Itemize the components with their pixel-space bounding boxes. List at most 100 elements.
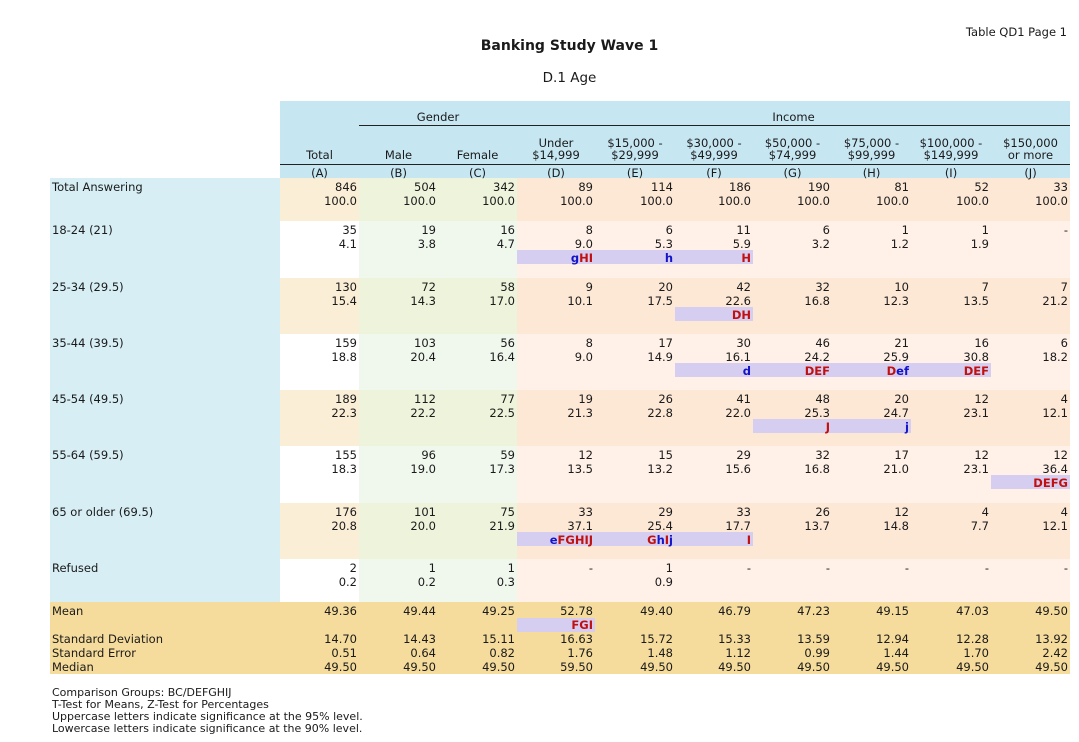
footnote-line: Uppercase letters indicate significance … xyxy=(52,710,363,723)
cell-percent: 21.0 xyxy=(883,462,909,476)
row-band xyxy=(359,278,517,334)
cell-count: 77 xyxy=(500,392,515,406)
stat-value: 1.70 xyxy=(963,646,989,660)
cell-count: 176 xyxy=(335,505,357,519)
significance-highlight xyxy=(991,475,1070,489)
stat-value: 1.76 xyxy=(567,646,593,660)
row-band xyxy=(517,278,1070,334)
row-label: 55-64 (59.5) xyxy=(52,448,124,462)
cell-percent: 15.6 xyxy=(725,462,751,476)
cell-percent: 4.1 xyxy=(338,237,357,251)
cell-count: 17 xyxy=(894,448,909,462)
cell-count: - xyxy=(825,561,830,575)
row-band xyxy=(280,178,359,221)
stat-value: 49.15 xyxy=(876,604,909,618)
cell-percent: 4.7 xyxy=(496,237,515,251)
cell-percent: 21.9 xyxy=(489,519,515,533)
cell-count: 30 xyxy=(736,336,751,350)
cell-percent: 37.1 xyxy=(567,519,593,533)
stat-value: 49.50 xyxy=(403,660,436,674)
cell-count: 4 xyxy=(1060,505,1068,519)
cell-count: - xyxy=(588,561,593,575)
cell-percent: 7.7 xyxy=(970,519,989,533)
significance-letter: F xyxy=(981,364,989,378)
row-label: Total Answering xyxy=(52,180,143,194)
cell-percent: 17.7 xyxy=(725,519,751,533)
significance-letters: d xyxy=(675,364,751,378)
significance-letter: H xyxy=(579,251,589,265)
significance-letters: DEF xyxy=(753,364,830,378)
cell-count: 1 xyxy=(981,223,989,237)
cell-percent: 9.0 xyxy=(574,237,593,251)
significance-highlight xyxy=(832,363,911,377)
cell-count: 35 xyxy=(342,223,357,237)
cell-count: 1 xyxy=(507,561,515,575)
significance-letter: I xyxy=(588,251,593,265)
significance-letters: FGI xyxy=(571,618,593,632)
cell-count: 2 xyxy=(349,561,357,575)
significance-letter: D xyxy=(963,364,974,378)
cell-percent: 5.3 xyxy=(654,237,673,251)
stat-value: 49.44 xyxy=(403,604,436,618)
significance-highlight xyxy=(911,363,991,377)
cell-percent: 13.5 xyxy=(963,294,989,308)
stat-value: 1.48 xyxy=(647,646,673,660)
cell-count: - xyxy=(746,561,751,575)
row-band xyxy=(359,390,517,446)
significance-highlight xyxy=(832,419,911,433)
cell-count: 56 xyxy=(500,336,515,350)
stat-label: Mean xyxy=(52,604,84,618)
row-label: 18-24 (21) xyxy=(52,223,113,237)
row-label: 45-54 (49.5) xyxy=(52,392,124,406)
cell-count: 33 xyxy=(578,505,593,519)
cell-count: - xyxy=(1063,223,1068,237)
cell-percent: 20.4 xyxy=(410,350,436,364)
cell-percent: 20.0 xyxy=(410,519,436,533)
stat-value: 14.70 xyxy=(324,632,357,646)
cell-count: 72 xyxy=(421,280,436,294)
row-label: 65 or older (69.5) xyxy=(52,505,154,519)
cell-count: - xyxy=(1063,561,1068,575)
significance-letter: G xyxy=(565,533,575,547)
cell-percent: 100.0 xyxy=(956,194,989,208)
significance-letter: F xyxy=(1050,476,1059,490)
cell-count: 21 xyxy=(894,336,909,350)
cell-count: 12 xyxy=(974,392,989,406)
significance-letters: gHI xyxy=(517,251,593,265)
group-rule-gender xyxy=(359,125,517,126)
stat-value: 12.28 xyxy=(956,632,989,646)
column-header: $74,999 xyxy=(768,148,817,162)
cell-count: 4 xyxy=(1060,392,1068,406)
cell-percent: 100.0 xyxy=(1035,194,1068,208)
cell-count: 46 xyxy=(815,336,830,350)
cell-count: 101 xyxy=(414,505,436,519)
cell-percent: 0.2 xyxy=(338,575,357,589)
row-band xyxy=(280,390,359,446)
cell-count: 1 xyxy=(428,561,436,575)
cell-percent: 13.2 xyxy=(647,462,673,476)
cell-count: 52 xyxy=(974,180,989,194)
column-letter: (I) xyxy=(944,166,958,180)
significance-letter: E xyxy=(814,364,823,378)
column-header: $14,999 xyxy=(532,148,580,162)
significance-highlight xyxy=(753,419,832,433)
stat-value: 47.03 xyxy=(956,604,989,618)
stat-value: 0.51 xyxy=(331,646,357,660)
cell-count: 12 xyxy=(1053,448,1068,462)
stat-label: Standard Error xyxy=(52,646,137,660)
cell-count: 59 xyxy=(500,448,515,462)
row-band xyxy=(280,559,359,602)
cell-percent: 21.3 xyxy=(567,406,593,420)
stat-value: 15.33 xyxy=(718,632,751,646)
cell-count: 6 xyxy=(1060,336,1068,350)
cell-count: 29 xyxy=(658,505,673,519)
row-label: 35-44 (39.5) xyxy=(52,336,124,350)
cell-percent: 1.2 xyxy=(890,237,909,251)
cell-count: 19 xyxy=(578,392,593,406)
stat-value: 49.50 xyxy=(956,660,989,674)
cell-percent: 100.0 xyxy=(876,194,909,208)
cell-count: - xyxy=(984,561,989,575)
cell-count: 114 xyxy=(651,180,673,194)
header-rule xyxy=(280,164,1070,165)
cell-percent: 3.2 xyxy=(811,237,830,251)
